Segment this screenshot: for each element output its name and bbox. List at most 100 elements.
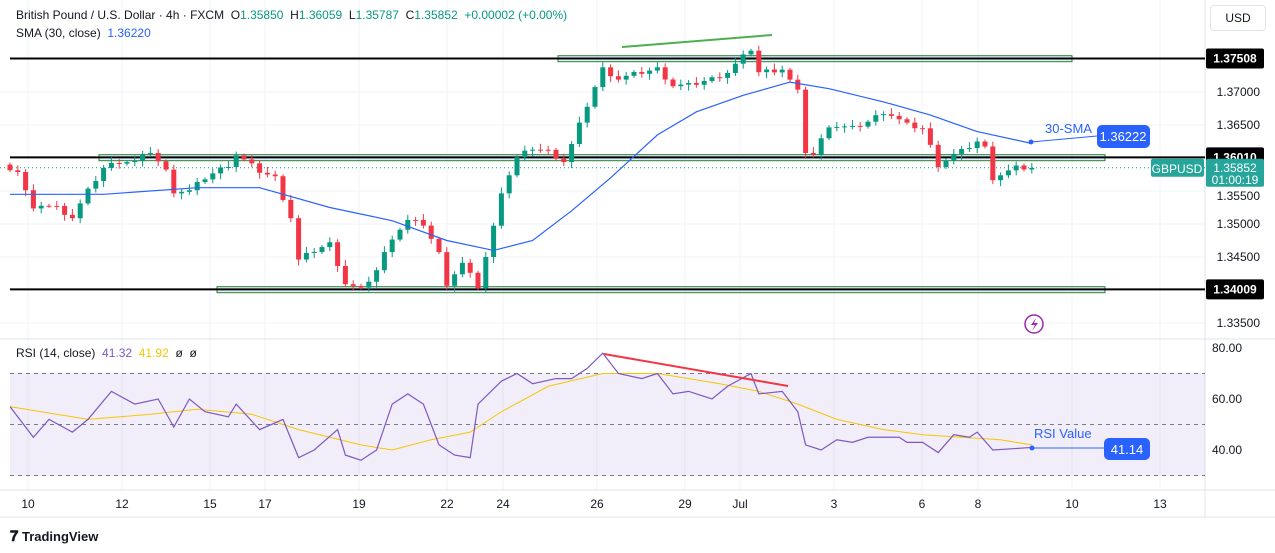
candle-bullish <box>826 127 832 139</box>
candle-bearish <box>69 214 75 219</box>
candle-bullish <box>725 72 731 78</box>
symbol-tag <box>1151 158 1204 177</box>
candle-bearish <box>288 199 294 219</box>
candle-bullish <box>140 153 146 161</box>
candle-bullish <box>678 84 684 87</box>
candle-bullish <box>873 115 879 122</box>
candle-bearish <box>413 219 419 221</box>
candle-bearish <box>155 152 161 162</box>
candle-bullish <box>311 251 317 253</box>
candle-bullish <box>93 181 99 189</box>
sma-tag <box>1097 125 1150 148</box>
time-tick-label: 13 <box>1153 497 1167 511</box>
candle-bullish <box>366 281 372 288</box>
currency-button[interactable]: USD <box>1210 5 1266 31</box>
candle-bullish <box>592 87 598 107</box>
candle-bearish <box>803 89 809 153</box>
candle-bearish <box>30 190 36 209</box>
rsi-tick-label: 40.00 <box>1212 443 1242 457</box>
candle-bearish <box>116 163 122 165</box>
candle-bearish <box>717 77 723 79</box>
open-label: O <box>230 8 241 22</box>
sma-label: SMA (30, close) <box>16 26 101 40</box>
candle-bullish <box>506 175 512 194</box>
candle-bearish <box>615 76 621 80</box>
candle-bearish <box>787 69 793 80</box>
candle-bullish <box>740 54 746 64</box>
candle-bullish <box>218 167 224 174</box>
candle-bullish <box>959 149 965 154</box>
candle-bearish <box>795 79 801 90</box>
candle-bullish <box>389 239 395 253</box>
bullish-trendline <box>621 34 773 48</box>
time-tick-label: 10 <box>21 497 35 511</box>
level-price-tag <box>1206 48 1264 69</box>
candle-bullish <box>584 106 590 123</box>
price-tick-label: 1.37000 <box>1217 85 1261 99</box>
candle-bullish <box>881 114 887 116</box>
candle-bullish <box>865 121 871 127</box>
tradingview-logo[interactable]: 𝟕 TradingView <box>10 528 98 545</box>
price-tick-label: 1.35500 <box>1217 189 1261 203</box>
low-value: 1.35787 <box>355 8 399 22</box>
close-value: 1.35852 <box>414 8 458 22</box>
rsi-hidden-value: ø <box>189 346 197 360</box>
price-tick-label: 1.35000 <box>1217 217 1261 231</box>
time-tick-label: 29 <box>678 497 692 511</box>
candle-bearish <box>420 219 426 226</box>
candle-bullish <box>709 77 715 81</box>
sma-annotation-point <box>1028 139 1034 145</box>
candle-bearish <box>15 170 21 172</box>
candle-bullish <box>1029 167 1035 170</box>
symbol-tag-text: GBPUSD <box>1152 162 1203 176</box>
candle-bearish <box>171 169 177 194</box>
candle-bearish <box>670 79 676 87</box>
candle-bearish <box>927 128 933 145</box>
candle-bearish <box>935 144 941 167</box>
bar-countdown: 01:00:19 <box>1212 173 1259 187</box>
candle-bullish <box>186 190 192 192</box>
candle-bearish <box>537 149 543 151</box>
candle-bearish <box>896 115 902 120</box>
candle-bearish <box>264 172 270 175</box>
candle-bearish <box>912 122 918 129</box>
candle-bearish <box>350 284 356 286</box>
price-tick-label: 1.33500 <box>1217 316 1261 330</box>
candle-bearish <box>280 176 286 200</box>
sma-legend[interactable]: SMA (30, close) 1.36220 <box>16 26 151 40</box>
candle-bullish <box>452 274 458 286</box>
sma-annotation-line <box>1030 135 1098 143</box>
candle-bullish <box>576 122 582 145</box>
price-tick-label: 1.36500 <box>1217 118 1261 132</box>
candle-bullish <box>951 153 957 161</box>
candle-bullish <box>179 191 185 194</box>
candle-bullish <box>101 167 107 182</box>
sma-annotation-text: 30-SMA <box>1045 121 1092 136</box>
candle-bullish <box>764 69 770 73</box>
tv-logo-icon: 𝟕 <box>10 528 19 545</box>
candle-bearish <box>608 67 614 77</box>
rsi-ma-value: 41.92 <box>138 346 169 360</box>
rsi-tag <box>1104 438 1150 460</box>
candle-bearish <box>296 218 302 260</box>
time-tick-label: 22 <box>440 497 454 511</box>
candle-bearish <box>257 163 263 173</box>
candle-bullish <box>686 83 692 85</box>
sma-line <box>10 81 1032 252</box>
candle-bearish <box>857 125 863 127</box>
rsi-hidden-value: ø <box>175 346 183 360</box>
candle-bullish <box>498 193 504 226</box>
candle-bullish <box>303 252 309 260</box>
brand-name: TradingView <box>21 529 99 544</box>
candle-bearish <box>553 149 559 159</box>
candle-bearish <box>342 265 348 285</box>
last-price-value: 1.35852 <box>1213 161 1257 175</box>
candle-bullish <box>943 160 949 167</box>
candle-bearish <box>241 155 247 160</box>
sma-value: 1.36220 <box>107 26 151 40</box>
candle-bullish <box>202 179 208 183</box>
rsi-legend[interactable]: RSI (14, close) 41.32 41.92 ø ø <box>16 346 197 360</box>
rsi-ma-line <box>9 373 1032 451</box>
candle-bullish <box>748 50 754 55</box>
